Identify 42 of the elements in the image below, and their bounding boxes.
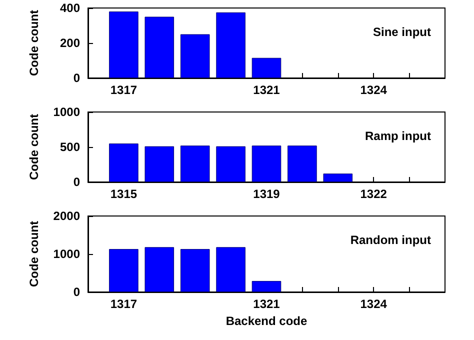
y-tick-label: 1000 — [53, 247, 80, 261]
bar — [288, 146, 317, 182]
bar — [180, 146, 210, 182]
y-axis-title: Code count — [27, 10, 41, 76]
bar — [216, 12, 246, 78]
annotation: Random input — [350, 233, 432, 247]
x-tick-label: 1317 — [110, 83, 138, 97]
x-tick-label: 1315 — [110, 187, 138, 201]
bar — [109, 12, 138, 78]
y-tick-label: 0 — [73, 285, 80, 299]
bar — [252, 146, 282, 182]
y-tick-label: 0 — [73, 175, 80, 189]
bar — [144, 16, 174, 78]
x-tick-label: 1317 — [110, 297, 138, 311]
bar — [252, 58, 282, 78]
y-tick-label: 2000 — [53, 209, 80, 223]
y-tick-label: 0 — [73, 71, 80, 85]
x-tick-label: 1321 — [253, 83, 280, 97]
bar — [180, 249, 210, 292]
bar — [109, 144, 138, 182]
x-tick-label: 1319 — [253, 187, 280, 201]
y-axis-title: Code count — [27, 221, 41, 287]
bar — [144, 247, 174, 292]
x-tick-label: 1324 — [360, 83, 388, 97]
x-tick-label: 1321 — [253, 297, 280, 311]
bar — [180, 34, 210, 78]
bar — [323, 174, 353, 182]
y-tick-label: 400 — [60, 1, 80, 15]
annotation: Ramp input — [365, 129, 432, 143]
y-tick-label: 200 — [60, 36, 80, 50]
x-tick-label: 1324 — [360, 297, 388, 311]
bar — [109, 249, 138, 292]
bar — [144, 146, 174, 182]
annotation: Sine input — [373, 25, 432, 39]
bar — [252, 280, 282, 292]
y-tick-label: 500 — [60, 140, 80, 154]
bar — [216, 146, 246, 182]
x-tick-label: 1322 — [360, 187, 388, 201]
bar — [216, 247, 246, 292]
y-axis-title: Code count — [27, 114, 41, 180]
x-axis-title: Backend code — [226, 314, 308, 328]
y-tick-label: 1000 — [53, 105, 80, 119]
